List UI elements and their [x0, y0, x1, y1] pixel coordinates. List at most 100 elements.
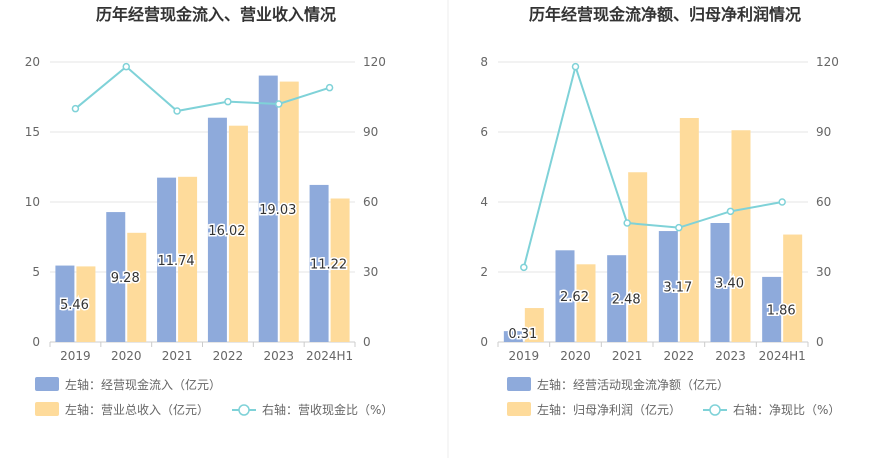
ratio-point [675, 223, 683, 232]
y-right-tick-label: 0 [363, 335, 371, 349]
y-right-tick-label: 30 [363, 265, 378, 279]
bar-data-label: 1.86 [767, 303, 796, 318]
ratio-line [74, 65, 330, 113]
y-left-tick-label: 15 [25, 125, 40, 139]
x-tick-label: 2021 [162, 349, 193, 363]
legend-swatch-line-marker [238, 404, 250, 416]
x-tick-label: 2021 [612, 349, 643, 363]
legend-label: 右轴：营收现金比（%） [262, 402, 393, 417]
bar-revenue [279, 81, 299, 342]
x-tick-label: 2024H1 [306, 349, 353, 363]
bar-net-profit [576, 264, 596, 342]
legend-swatch-bar-right [507, 402, 531, 416]
bar-net-profit [783, 234, 803, 342]
ratio-point [275, 100, 283, 108]
y-right-tick-label: 30 [816, 265, 831, 279]
bar-revenue [228, 125, 248, 342]
y-right-tick-label: 60 [363, 195, 378, 209]
bar-net-profit [524, 308, 544, 342]
bar-data-label: 19.03 [259, 203, 296, 218]
chart-panel-2: 历年经营现金流净额、归母净利润情况 0 0 2 30 4 60 6 90 8 120 2019 2020… [480, 5, 840, 417]
y-left-tick-label: 4 [480, 195, 488, 209]
bar-data-label: 16.02 [208, 224, 245, 239]
legend-label: 左轴：归母净利润（亿元） [537, 402, 681, 417]
y-left-tick-label: 6 [480, 125, 488, 139]
ratio-point [224, 97, 232, 106]
bar-cash-inflow [207, 117, 227, 342]
bar-data-label: 3.17 [663, 281, 692, 296]
bar-cash-net [503, 331, 523, 342]
bar-cash-inflow [157, 177, 177, 342]
ratio-point [520, 263, 528, 272]
chart-panel-1: 历年经营现金流入、营业收入情况 0 0 5 30 10 60 15 90 20 120 2019 202… [25, 5, 394, 417]
y-left-tick-label: 8 [480, 55, 488, 69]
legend-label: 左轴：经营活动现金流净额（亿元） [537, 377, 729, 392]
y-left-tick-label: 0 [480, 335, 488, 349]
y-right-tick-label: 60 [816, 195, 831, 209]
y-right-tick-label: 0 [816, 335, 824, 349]
x-tick-label: 2022 [664, 349, 695, 363]
bar-net-profit [679, 118, 699, 342]
chart-title: 历年经营现金流入、营业收入情况 [96, 5, 336, 24]
ratio-point [325, 83, 334, 92]
legend-swatch-bar-left [35, 377, 59, 391]
bar-net-profit [628, 172, 648, 342]
ratio-point [173, 107, 181, 115]
bar-cash-inflow [106, 212, 126, 342]
bar-net-profit [731, 130, 751, 342]
legend-swatch-bar-left [507, 377, 531, 391]
y-left-tick-label: 0 [32, 335, 40, 349]
y-left-tick-label: 20 [25, 55, 40, 69]
bar-revenue [178, 176, 198, 342]
x-tick-label: 2020 [560, 349, 591, 363]
bar-cash-net [658, 231, 678, 342]
ratio-point [71, 104, 80, 113]
bar-cash-net [555, 250, 575, 342]
x-tick-label: 2019 [60, 349, 91, 363]
bar-cash-net [607, 255, 627, 342]
y-left-tick-label: 2 [480, 265, 488, 279]
bar-cash-inflow [309, 184, 329, 342]
bar-data-label: 11.22 [310, 257, 347, 272]
bar-data-label: 9.28 [111, 271, 140, 286]
bar-data-label: 3.40 [715, 277, 744, 292]
y-right-tick-label: 120 [363, 55, 386, 69]
bar-cash-net [710, 223, 730, 342]
ratio-point [726, 207, 735, 216]
ratio-point [122, 62, 130, 71]
ratio-point [571, 62, 580, 71]
y-right-tick-label: 90 [816, 125, 831, 139]
y-left-tick-label: 10 [25, 195, 40, 209]
x-tick-label: 2023 [715, 349, 746, 363]
x-tick-label: 2024H1 [759, 349, 806, 363]
y-right-tick-label: 120 [816, 55, 839, 69]
x-tick-label: 2023 [263, 349, 294, 363]
legend-swatch-line-marker [709, 404, 721, 416]
bar-data-label: 5.46 [60, 298, 89, 313]
bar-cash-net [762, 276, 782, 342]
ratio-point [778, 198, 786, 206]
x-tick-label: 2022 [213, 349, 244, 363]
ratio-line [522, 63, 783, 268]
bar-cash-inflow [55, 265, 75, 342]
ratio-point [623, 219, 631, 227]
bar-data-label: 11.74 [157, 254, 194, 269]
bar-revenue [76, 266, 96, 342]
legend-label: 左轴：营业总收入（亿元） [65, 402, 209, 417]
legend-label: 左轴：经营现金流入（亿元） [65, 377, 221, 392]
x-tick-label: 2020 [111, 349, 142, 363]
bar-data-label: 2.62 [560, 290, 589, 305]
y-right-tick-label: 90 [363, 125, 378, 139]
bar-cash-inflow [258, 75, 278, 342]
chart-title: 历年经营现金流净额、归母净利润情况 [529, 5, 801, 24]
bar-revenue [127, 232, 147, 342]
bar-data-label: 0.31 [508, 327, 537, 342]
bar-revenue [330, 198, 350, 342]
legend-label: 右轴：净现比（%） [733, 402, 840, 417]
x-tick-label: 2019 [509, 349, 540, 363]
bar-data-label: 2.48 [612, 293, 641, 308]
legend-swatch-bar-right [35, 402, 59, 416]
y-left-tick-label: 5 [32, 265, 40, 279]
